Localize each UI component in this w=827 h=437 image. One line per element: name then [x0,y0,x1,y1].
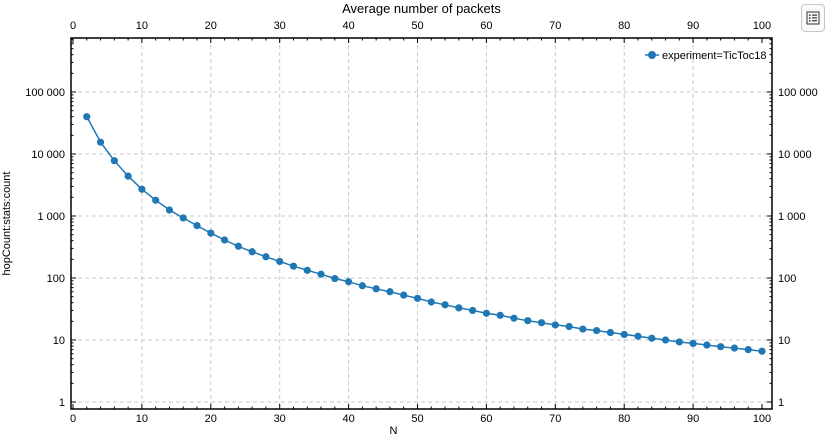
data-point [579,325,587,333]
data-point [661,336,670,344]
x-tick-label-bottom: 10 [136,413,148,425]
legend-entry-label: experiment=TicToc18 [662,50,766,62]
x-tick-label-top: 50 [411,20,423,32]
data-point [248,248,256,256]
x-tick-label-top: 90 [687,20,699,32]
data-point [138,185,146,193]
x-tick-label-bottom: 30 [274,413,286,425]
x-tick-label-top: 30 [274,20,286,32]
data-point [703,341,711,349]
y-tick-label-left: 100 000 [25,87,65,99]
x-tick-label-top: 80 [618,20,630,32]
data-point [165,206,174,214]
data-point [469,306,477,315]
grid-lines [71,38,772,409]
data-point [179,214,187,222]
data-point [758,347,766,355]
x-tick-label-top: 70 [549,20,561,32]
legend-marker-swatch [648,51,656,59]
data-point [124,172,132,180]
y-axis-title: hopCount:stats:count [1,172,13,276]
y-tick-label-right: 1 000 [778,211,806,223]
data-point [345,278,353,286]
data-point [400,291,408,299]
data-point [496,311,504,319]
data-point [193,222,201,230]
data-point [413,294,422,302]
data-point [593,326,601,335]
data-point [152,196,160,204]
x-tick-label-bottom: 40 [342,413,354,425]
legend-list-icon [806,11,820,25]
data-point [730,344,739,352]
data-point [717,343,725,351]
data-point [482,309,490,317]
data-point [455,304,463,312]
data-point [648,334,656,342]
x-tick-label-bottom: 20 [205,413,217,425]
data-point [689,339,697,348]
data-point [524,317,532,325]
data-point [372,285,380,293]
data-point [83,113,91,121]
y-tick-label-left: 1 [59,397,65,409]
data-point [96,138,105,146]
data-point [317,270,325,278]
legend-toggle-button[interactable] [801,4,825,32]
data-point [537,319,546,327]
x-tick-label-bottom: 90 [687,413,699,425]
data-point [276,257,284,266]
x-tick-label-bottom: 60 [480,413,492,425]
x-tick-label-top: 40 [342,20,354,32]
plot-frame [70,37,773,410]
x-tick-label-top: 20 [205,20,217,32]
x-tick-label-top: 0 [70,20,76,32]
y-tick-label-left: 10 000 [31,149,65,161]
data-point [110,157,118,165]
data-point [634,332,642,340]
y-tick-label-left: 100 [47,273,65,285]
data-point [386,288,394,296]
x-tick-label-bottom: 80 [618,413,630,425]
x-tick-label-top: 100 [753,20,771,32]
y-tick-label-right: 1 [778,397,784,409]
data-point [620,330,628,339]
data-point [510,314,518,322]
data-point [441,301,449,309]
x-tick-label-top: 60 [480,20,492,32]
top-axis-title: Average number of packets [342,1,501,16]
series-line [86,116,763,352]
y-tick-label-left: 1 000 [37,211,65,223]
x-tick-label-bottom: 70 [549,413,561,425]
data-point [675,338,683,346]
y-tick-label-right: 10 [778,335,790,347]
data-point [565,322,573,331]
x-tick-label-bottom: 0 [70,413,76,425]
y-tick-label-right: 100 [778,273,796,285]
y-tick-label-left: 10 [53,335,65,347]
x-tick-label-bottom: 100 [753,413,771,425]
data-point [606,328,615,337]
data-point [358,282,366,290]
series-layer [83,113,766,355]
x-tick-label-top: 10 [136,20,148,32]
data-point [744,346,752,354]
data-point [220,236,229,244]
data-point [331,274,339,283]
y-tick-label-right: 10 000 [778,149,812,161]
x-tick-label-bottom: 50 [411,413,423,425]
data-point [262,253,270,261]
y-tick-label-right: 100 000 [778,87,818,99]
data-point [427,298,435,306]
data-point [289,262,298,270]
data-point [551,321,559,329]
data-point [207,229,215,237]
data-point [234,242,242,250]
x-axis-title: N [390,425,398,437]
data-point [303,266,311,274]
axis-ticks: 0 0 10 10 20 20 30 30 40 40 50 50 60 60 70 70 80 80 90 90 10… [25,20,818,425]
legend: experiment=TicToc18 [645,50,766,62]
